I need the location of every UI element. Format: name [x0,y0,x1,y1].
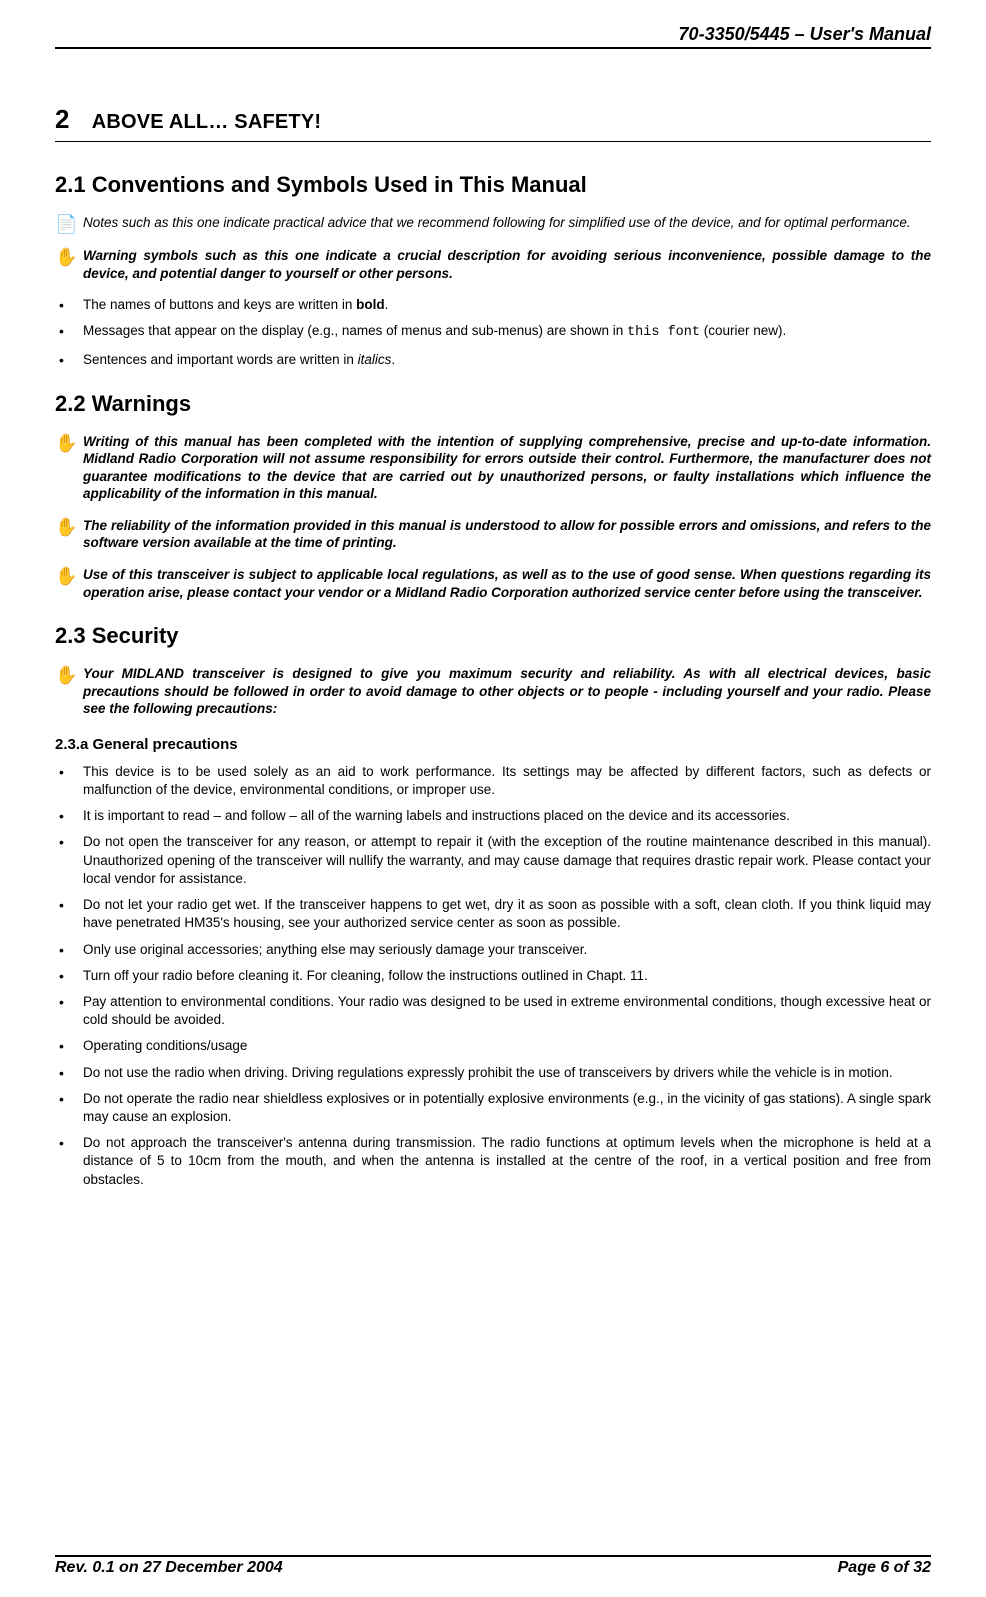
note-warning-symbols: ✋ Warning symbols such as this one indic… [55,247,931,282]
list-item: Sentences and important words are writte… [55,351,931,369]
conventions-list: The names of buttons and keys are writte… [55,296,931,369]
chapter-prefix: ABOVE ALL [92,111,209,133]
warning-1-text: Writing of this manual has been complete… [83,433,931,503]
warning-2-text: The reliability of the information provi… [83,517,931,552]
security-note: ✋ Your MIDLAND transceiver is designed t… [55,665,931,718]
hand-icon: ✋ [55,517,83,536]
bold-example: bold [356,297,385,312]
document-icon: 📄 [55,214,83,233]
list-item: Do not use the radio when driving. Drivi… [55,1064,931,1082]
list-item: Turn off your radio before cleaning it. … [55,967,931,985]
chapter-title: 2 ABOVE ALL… SAFETY! [55,104,931,142]
list-item: Pay attention to environmental condition… [55,993,931,1029]
text: Messages that appear on the display (e.g… [83,323,627,338]
courier-example: this font [627,325,700,340]
chapter-suffix: SAFETY [229,111,315,133]
warning-1: ✋ Writing of this manual has been comple… [55,433,931,503]
list-item: It is important to read – and follow – a… [55,807,931,825]
note-advice-text: Notes such as this one indicate practica… [83,214,931,232]
precautions-list: This device is to be used solely as an a… [55,763,931,1189]
hand-icon: ✋ [55,247,83,266]
text: . [391,352,395,367]
text: Sentences and important words are writte… [83,352,358,367]
subsection-2-3-a-heading: 2.3.a General precautions [55,736,931,753]
list-item: Do not approach the transceiver's antenn… [55,1134,931,1189]
list-item: Do not let your radio get wet. If the tr… [55,896,931,932]
hand-icon: ✋ [55,433,83,452]
page-footer: Rev. 0.1 on 27 December 2004 Page 6 of 3… [55,1555,931,1577]
list-item: Operating conditions/usage [55,1037,931,1055]
chapter-text: ABOVE ALL… SAFETY! [92,111,322,133]
note-warning-text: Warning symbols such as this one indicat… [83,247,931,282]
list-item: Do not operate the radio near shieldless… [55,1090,931,1126]
italic-example: italics [358,352,392,367]
text: (courier new). [700,323,786,338]
list-item: This device is to be used solely as an a… [55,763,931,799]
text: . [385,297,389,312]
section-2-2-heading: 2.2 Warnings [55,391,931,417]
page: 70-3350/5445 – User's Manual 2 ABOVE ALL… [0,0,986,1597]
chapter-dots: … [208,111,228,133]
running-header: 70-3350/5445 – User's Manual [55,24,931,49]
chapter-number: 2 [55,104,69,134]
list-item: Messages that appear on the display (e.g… [55,322,931,342]
list-item: The names of buttons and keys are writte… [55,296,931,314]
warning-3: ✋ Use of this transceiver is subject to … [55,566,931,601]
hand-icon: ✋ [55,665,83,684]
footer-revision: Rev. 0.1 on 27 December 2004 [55,1559,283,1577]
text: The names of buttons and keys are writte… [83,297,356,312]
hand-icon: ✋ [55,566,83,585]
section-2-3-heading: 2.3 Security [55,623,931,649]
list-item: Only use original accessories; anything … [55,941,931,959]
warning-3-text: Use of this transceiver is subject to ap… [83,566,931,601]
security-note-text: Your MIDLAND transceiver is designed to … [83,665,931,718]
list-item: Do not open the transceiver for any reas… [55,833,931,888]
footer-page-number: Page 6 of 32 [838,1559,931,1577]
chapter-bang: ! [314,111,321,133]
note-advice: 📄 Notes such as this one indicate practi… [55,214,931,233]
warning-2: ✋ The reliability of the information pro… [55,517,931,552]
section-2-1-heading: 2.1 Conventions and Symbols Used in This… [55,172,931,198]
